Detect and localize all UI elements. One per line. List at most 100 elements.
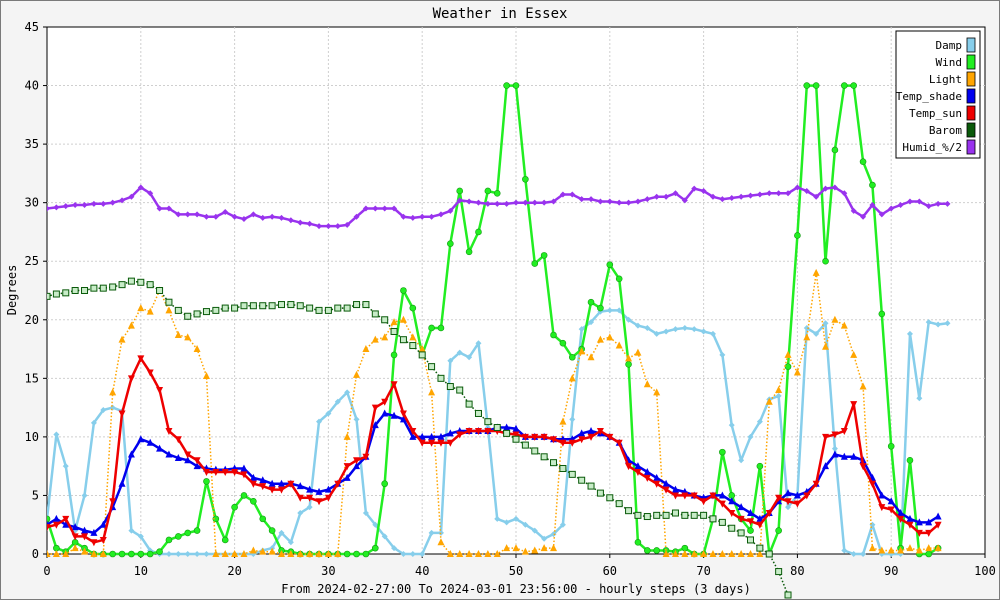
y-tick-label: 25 — [25, 254, 39, 268]
data-point — [521, 433, 529, 441]
data-point — [606, 333, 614, 341]
data-point — [390, 411, 398, 419]
data-point — [840, 428, 848, 436]
data-point — [915, 518, 923, 526]
data-point — [493, 550, 501, 557]
data-point — [175, 551, 182, 557]
data-point — [718, 500, 726, 508]
data-point — [71, 287, 79, 294]
data-point — [803, 492, 811, 500]
legend: Damp Wind Light Temp_shade Temp_sun Barom Humi… — [895, 30, 981, 159]
data-point — [437, 439, 445, 447]
data-point — [671, 492, 679, 500]
data-point — [353, 462, 361, 470]
data-point — [812, 268, 820, 276]
data-point — [399, 410, 407, 418]
data-point — [596, 428, 604, 436]
data-point — [793, 368, 801, 376]
data-point — [522, 521, 529, 528]
data-point — [728, 524, 736, 532]
x-tick-label: 30 — [321, 564, 335, 578]
data-point — [278, 479, 285, 487]
data-point — [419, 213, 426, 220]
data-point — [268, 527, 276, 534]
data-point — [278, 214, 285, 221]
data-point — [784, 591, 792, 599]
data-point — [915, 546, 923, 554]
data-point — [409, 551, 416, 557]
data-point — [353, 550, 360, 558]
data-point — [747, 536, 754, 544]
data-point — [90, 528, 98, 536]
data-point — [822, 257, 829, 265]
data-point — [578, 476, 586, 484]
data-point — [62, 550, 70, 557]
data-point — [484, 418, 492, 426]
data-point — [52, 514, 60, 522]
x-tick-label: 40 — [415, 564, 429, 578]
data-point — [315, 487, 323, 495]
data-point — [419, 551, 426, 557]
data-point — [578, 436, 586, 444]
data-point — [62, 520, 70, 528]
legend-swatch — [966, 88, 976, 104]
data-point — [334, 304, 342, 312]
data-point — [709, 550, 717, 557]
data-point — [184, 529, 191, 537]
data-point — [493, 424, 501, 432]
data-point — [803, 187, 810, 194]
series-line — [47, 272, 939, 555]
data-point — [390, 381, 398, 389]
data-point — [643, 380, 651, 388]
data-point — [925, 518, 933, 526]
data-point — [587, 433, 595, 441]
data-point — [325, 223, 332, 230]
data-point — [474, 409, 482, 417]
data-point — [400, 551, 407, 557]
data-point — [850, 452, 858, 460]
data-point — [700, 328, 707, 335]
data-point — [840, 452, 848, 460]
data-point — [634, 462, 642, 470]
data-point — [643, 468, 651, 476]
data-point — [906, 544, 914, 552]
data-point — [747, 518, 754, 526]
data-point — [372, 205, 379, 212]
data-point — [53, 204, 60, 211]
data-point — [109, 199, 116, 206]
data-point — [756, 521, 764, 529]
data-point — [615, 341, 623, 349]
data-point — [925, 544, 933, 552]
data-point — [831, 445, 838, 452]
data-point — [737, 503, 745, 511]
data-point — [146, 281, 154, 289]
data-point — [756, 544, 764, 552]
data-point — [231, 304, 239, 312]
data-point — [484, 550, 492, 557]
data-point — [353, 416, 360, 423]
data-point — [381, 480, 388, 488]
data-point — [381, 533, 388, 540]
data-point — [503, 423, 511, 431]
data-point — [466, 198, 473, 205]
data-point — [578, 196, 585, 203]
data-point — [887, 442, 895, 450]
data-point — [184, 312, 192, 320]
data-point — [653, 388, 661, 396]
data-point — [193, 310, 201, 318]
data-point — [399, 415, 407, 423]
data-point — [371, 310, 379, 318]
data-point — [644, 324, 651, 331]
data-point — [643, 474, 651, 482]
data-point — [662, 486, 670, 494]
data-point — [137, 550, 145, 558]
data-point — [184, 456, 192, 464]
data-point — [521, 441, 529, 449]
data-point — [681, 492, 689, 500]
data-point — [709, 515, 717, 523]
data-point — [475, 340, 482, 347]
data-point — [165, 205, 172, 212]
data-point — [653, 547, 661, 554]
x-tick-label: 50 — [509, 564, 523, 578]
data-point — [465, 248, 473, 256]
